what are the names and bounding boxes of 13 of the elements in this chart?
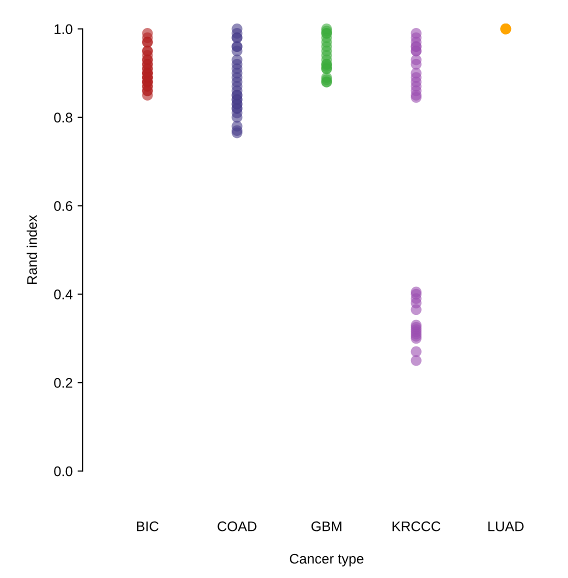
- y-tick-label: 0.2: [54, 378, 72, 388]
- x-axis-title: Cancer type: [290, 554, 364, 566]
- y-axis-title: Rand index: [26, 215, 37, 284]
- x-tick-label: GBM: [311, 521, 342, 532]
- y-tick-label: 0.0: [54, 466, 72, 476]
- y-tick-label: 0.8: [54, 112, 72, 123]
- x-tick-label: KRCCC: [392, 521, 440, 532]
- y-tick-label: 1.0: [54, 24, 72, 34]
- y-tick-label: 0.4: [54, 290, 72, 300]
- x-tick-label: LUAD: [488, 522, 524, 532]
- x-tick-label: COAD: [218, 521, 256, 532]
- x-tick-label: BIC: [137, 521, 159, 532]
- y-tick-label: 0.6: [54, 201, 72, 211]
